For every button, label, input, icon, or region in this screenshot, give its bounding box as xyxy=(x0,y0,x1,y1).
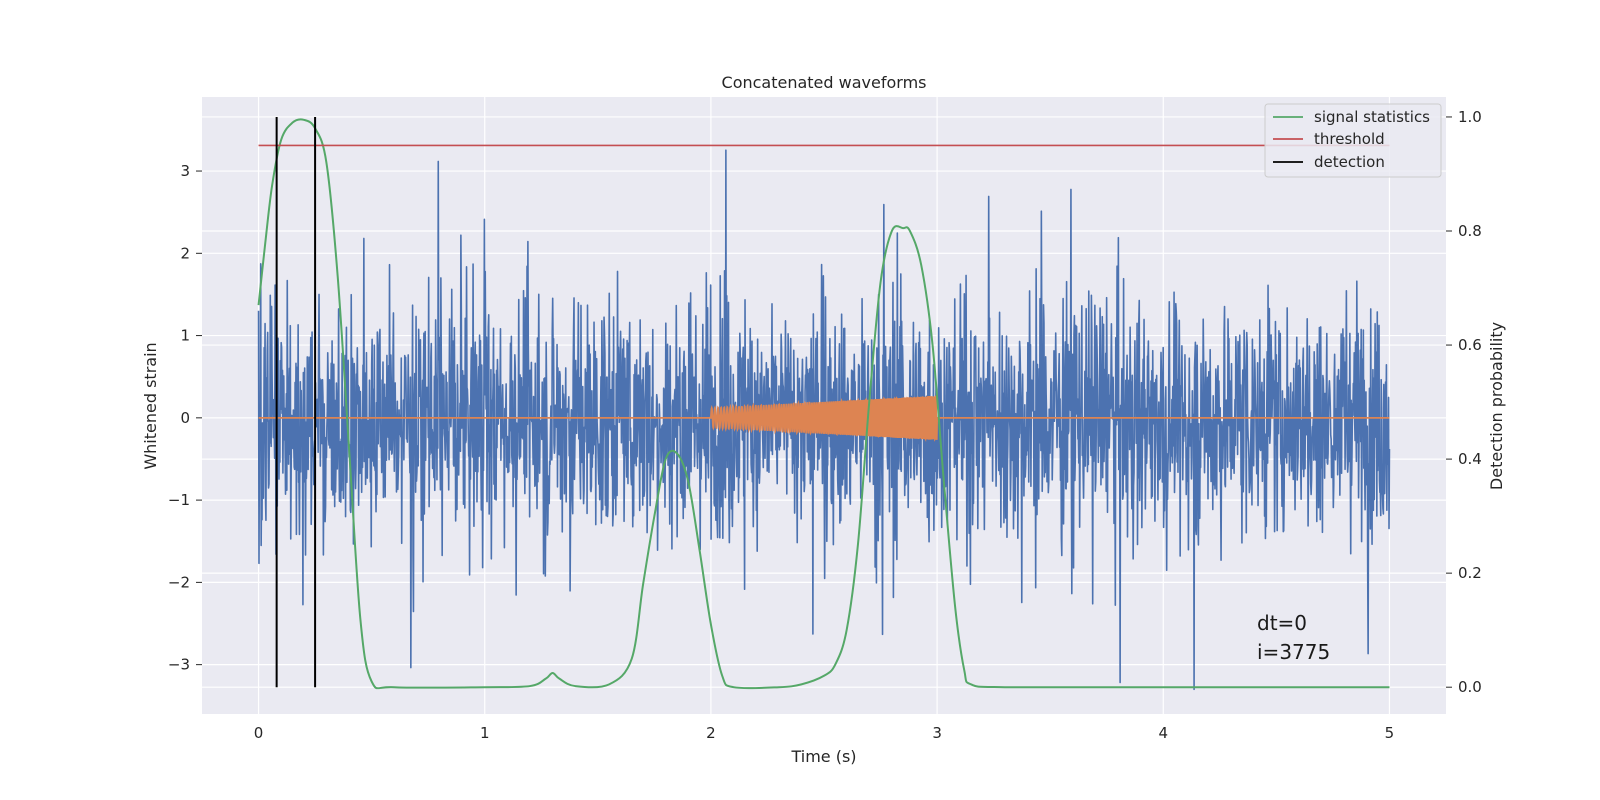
y-tick-label-right: 0.0 xyxy=(1458,678,1482,696)
tick-labels: 0 1 2 3 4 5 −3 −2 −1 0 1 2 3 0.0 0.2 0.4 0.6 0.8 1.0 xyxy=(168,108,1482,742)
x-tick-label: 3 xyxy=(932,724,942,742)
y-tick-label-left: −2 xyxy=(168,573,190,591)
x-tick-label: 2 xyxy=(706,724,716,742)
y-tick-label-right: 0.8 xyxy=(1458,222,1482,240)
annotation-dt: dt=0 xyxy=(1257,611,1307,635)
x-axis-label: Time (s) xyxy=(790,747,856,766)
annotation-index: i=3775 xyxy=(1257,640,1330,664)
legend-label-detection: detection xyxy=(1314,153,1385,171)
y-tick-label-left: 3 xyxy=(180,162,190,180)
y-axis-label-right: Detection probability xyxy=(1487,322,1506,490)
legend: signal statistics threshold detection xyxy=(1264,103,1442,178)
legend-label-threshold: threshold xyxy=(1314,130,1385,148)
x-tick-label: 0 xyxy=(254,724,264,742)
y-tick-label-left: 2 xyxy=(180,244,190,262)
y-tick-label-right: 0.6 xyxy=(1458,336,1482,354)
y-tick-label-right: 0.4 xyxy=(1458,450,1482,468)
y-tick-label-left: 0 xyxy=(180,409,190,427)
legend-box xyxy=(1264,103,1442,178)
legend-label-signal-statistics: signal statistics xyxy=(1314,108,1430,126)
x-tick-label: 5 xyxy=(1385,724,1395,742)
x-tick-label: 4 xyxy=(1158,724,1168,742)
chart-title: Concatenated waveforms xyxy=(722,73,927,92)
x-tick-label: 1 xyxy=(480,724,490,742)
y-axis-label-left: Whitened strain xyxy=(141,342,160,469)
y-tick-label-left: −3 xyxy=(168,656,190,674)
series-signal-statistics xyxy=(257,118,1390,690)
y-tick-label-right: 0.2 xyxy=(1458,564,1482,582)
y-tick-label-left: 1 xyxy=(180,327,190,345)
data-layer xyxy=(257,116,1391,691)
y-tick-label-left: −1 xyxy=(168,491,190,509)
y-tick-label-right: 1.0 xyxy=(1458,108,1482,126)
series-injected-signal xyxy=(258,395,1390,443)
